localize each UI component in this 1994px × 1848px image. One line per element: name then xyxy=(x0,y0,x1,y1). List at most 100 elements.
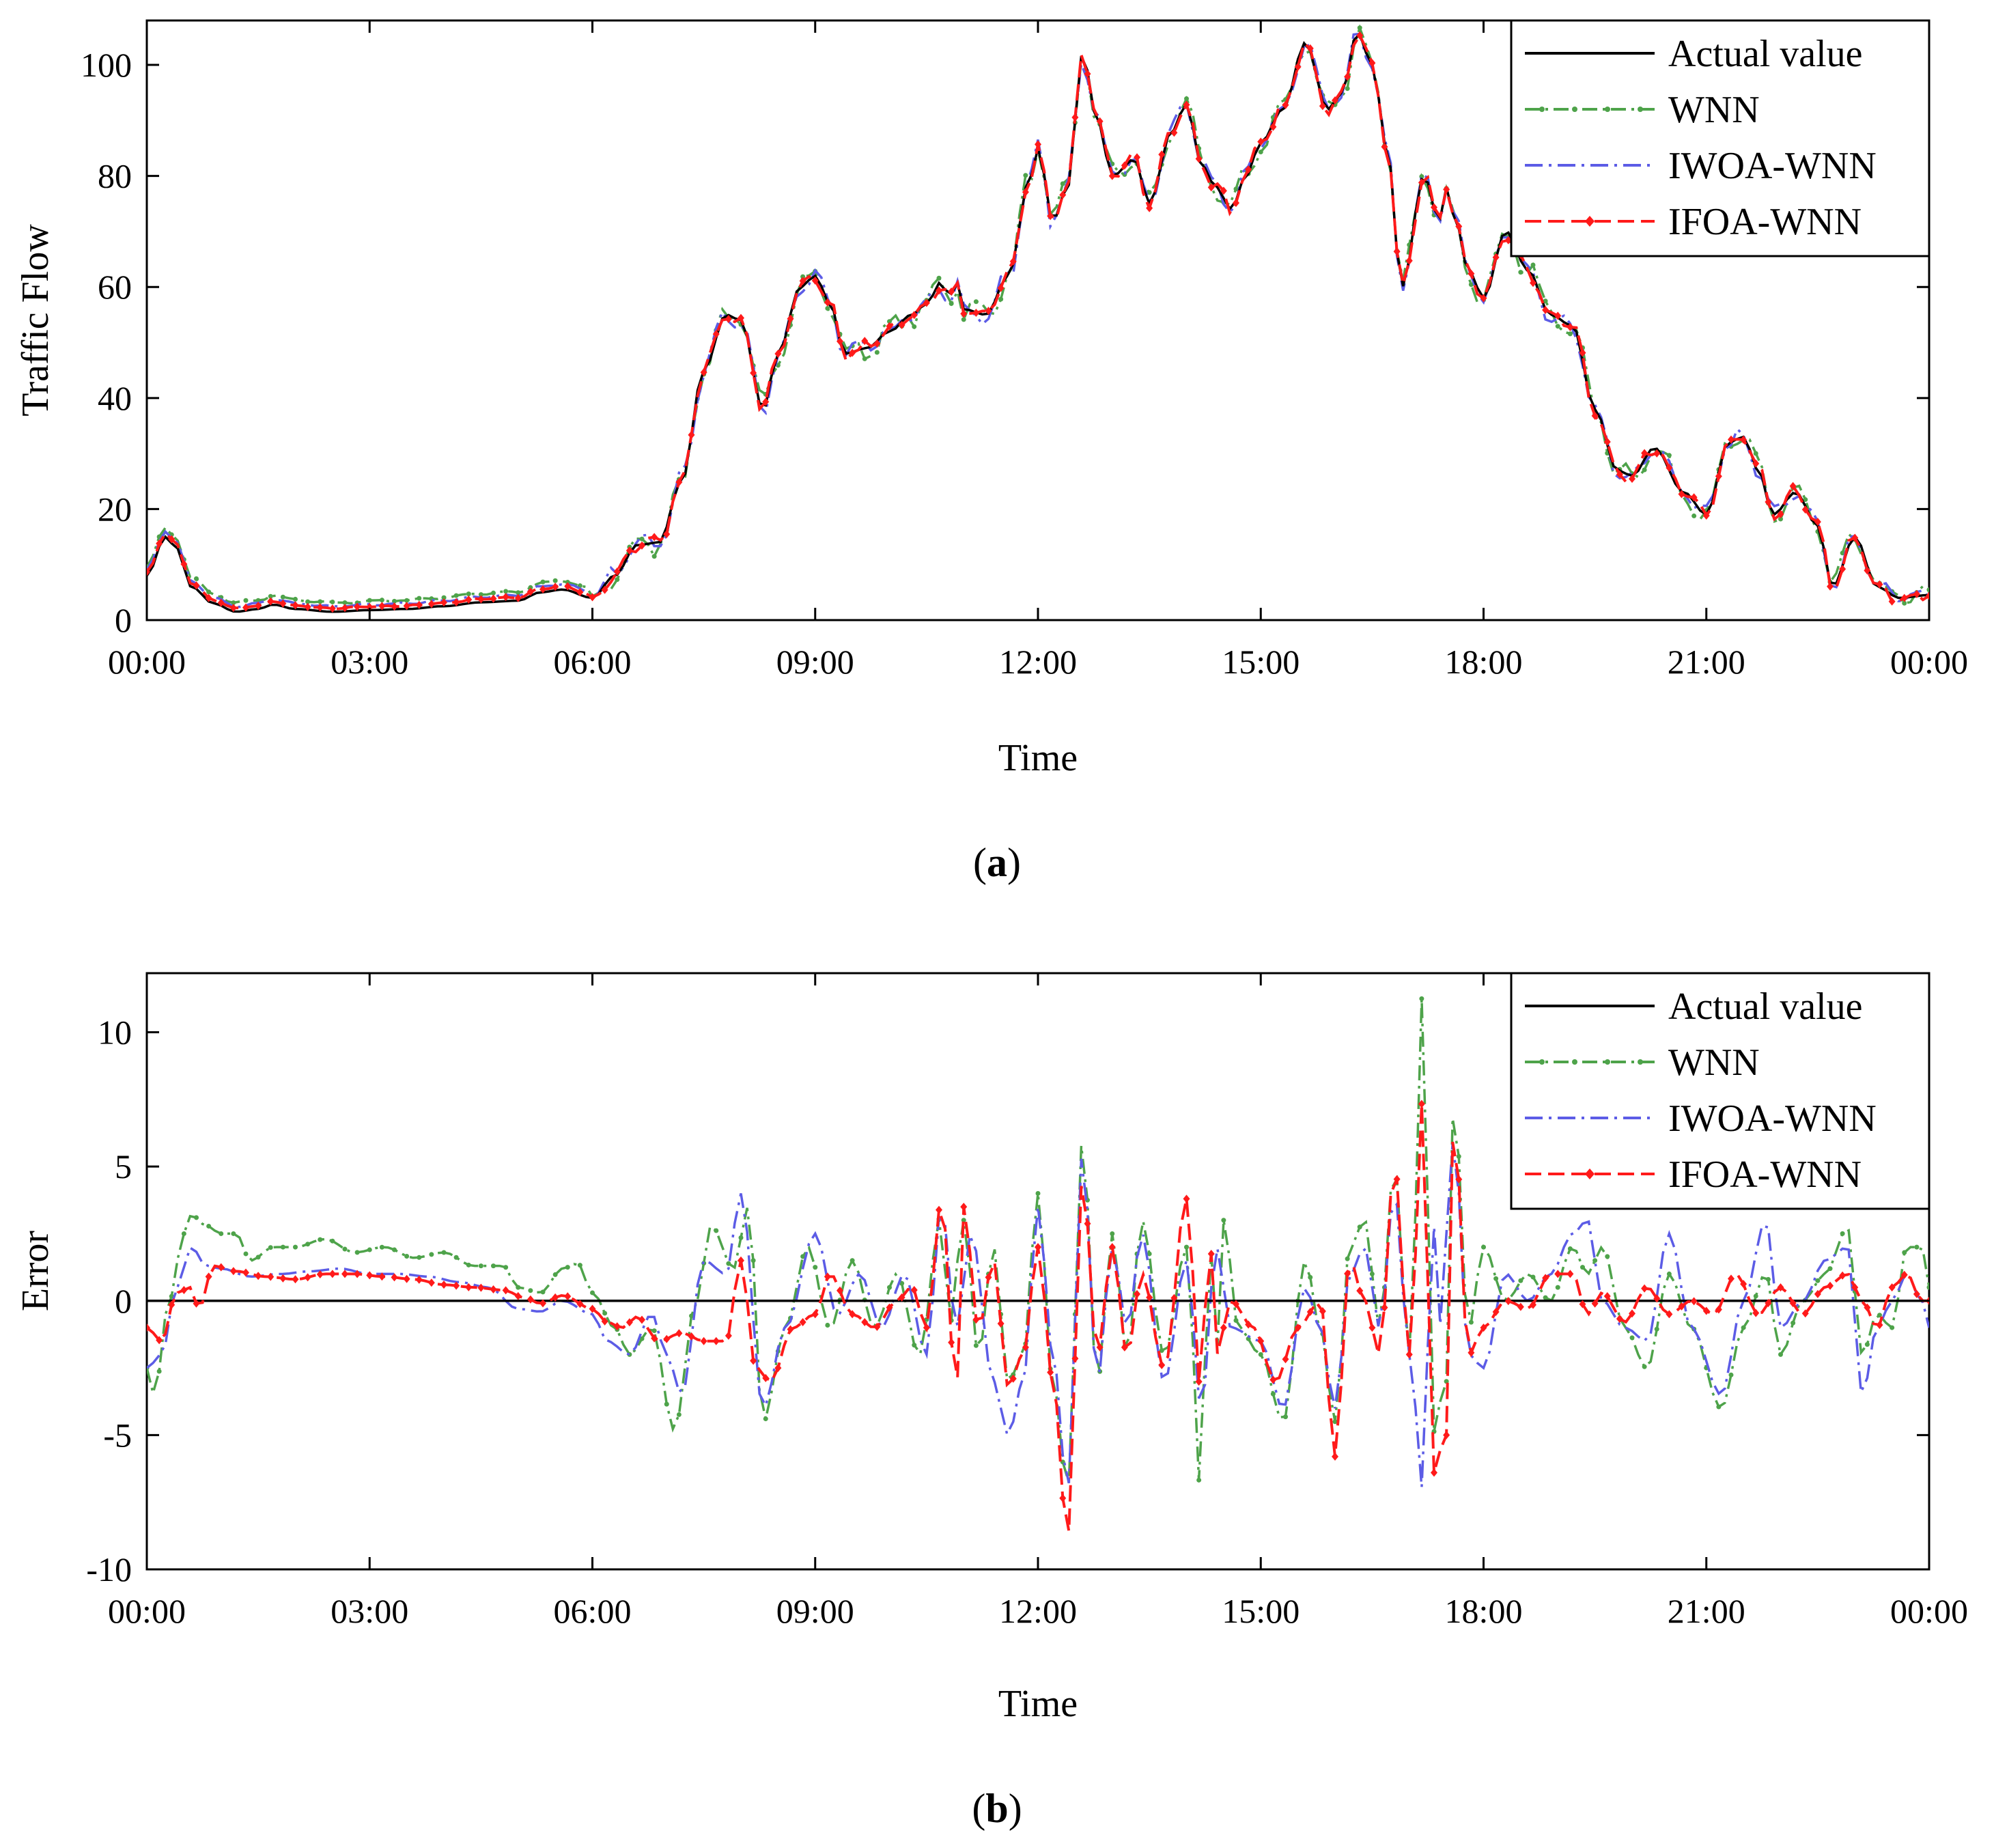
point-wnn xyxy=(651,554,657,559)
point-ifoa-wnn xyxy=(1653,1294,1661,1303)
point-ifoa-wnn xyxy=(1690,1297,1698,1306)
point-wnn xyxy=(813,1265,818,1270)
legend-marker xyxy=(1585,1168,1595,1179)
point-wnn xyxy=(1060,181,1065,186)
point-wnn xyxy=(973,1343,979,1348)
point-ifoa-wnn xyxy=(1084,1219,1091,1228)
y-tick-label: -10 xyxy=(86,1550,132,1588)
point-ifoa-wnn xyxy=(601,1317,608,1326)
point-wnn xyxy=(1629,1335,1635,1341)
x-tick-label: 00:00 xyxy=(108,1592,186,1630)
point-wnn xyxy=(1468,1319,1474,1325)
point-wnn xyxy=(750,1258,756,1263)
legend-wnn: WNN xyxy=(1525,89,1760,131)
legend-a: Actual value WNN IWOA-WNN IFOA-WNN xyxy=(1510,19,1930,257)
point-ifoa-wnn xyxy=(229,604,237,613)
series-line-iwoa-wnn xyxy=(147,1143,1929,1488)
point-ifoa-wnn xyxy=(391,602,398,611)
point-ifoa-wnn xyxy=(229,1267,237,1276)
point-wnn xyxy=(318,599,323,604)
point-ifoa-wnn xyxy=(341,604,348,613)
point-ifoa-wnn xyxy=(1554,311,1562,320)
point-ifoa-wnn xyxy=(1306,44,1314,53)
point-ifoa-wnn xyxy=(1690,493,1698,502)
point-wnn xyxy=(491,590,496,596)
legend-wnn-label: WNN xyxy=(1668,1041,1760,1084)
point-wnn xyxy=(1642,1364,1647,1369)
point-wnn xyxy=(639,1336,645,1341)
point-ifoa-wnn xyxy=(948,287,955,296)
point-wnn xyxy=(1518,270,1523,275)
point-ifoa-wnn xyxy=(1517,1302,1524,1311)
point-ifoa-wnn xyxy=(1789,481,1797,490)
point-ifoa-wnn xyxy=(1765,1299,1772,1308)
point-ifoa-wnn xyxy=(663,1334,671,1343)
point-ifoa-wnn xyxy=(824,1272,831,1281)
point-ifoa-wnn xyxy=(725,1331,732,1340)
point-ifoa-wnn xyxy=(613,1322,621,1331)
point-wnn xyxy=(1753,1293,1758,1299)
point-ifoa-wnn xyxy=(1332,96,1338,104)
point-wnn xyxy=(243,598,249,603)
point-wnn xyxy=(417,1255,422,1260)
point-wnn xyxy=(206,589,212,595)
point-ifoa-wnn xyxy=(1728,435,1735,444)
point-ifoa-wnn xyxy=(750,369,757,378)
point-wnn xyxy=(1345,86,1350,92)
point-ifoa-wnn xyxy=(427,1278,435,1287)
point-wnn xyxy=(1456,1153,1461,1159)
point-wnn xyxy=(1270,1391,1276,1397)
point-ifoa-wnn xyxy=(242,603,249,612)
point-ifoa-wnn xyxy=(328,604,336,613)
point-wnn xyxy=(639,536,645,542)
point-ifoa-wnn xyxy=(242,1268,249,1277)
point-ifoa-wnn xyxy=(1356,1287,1364,1296)
legend-marker xyxy=(1638,107,1643,112)
point-ifoa-wnn xyxy=(490,1285,497,1294)
point-wnn xyxy=(1530,262,1536,268)
point-wnn xyxy=(516,1285,521,1290)
y-tick-label: 20 xyxy=(98,490,132,528)
point-ifoa-wnn xyxy=(589,1304,596,1313)
point-ifoa-wnn xyxy=(539,1299,546,1308)
point-wnn xyxy=(268,1245,273,1250)
point-ifoa-wnn xyxy=(465,1283,473,1291)
point-wnn xyxy=(1778,1352,1783,1357)
point-ifoa-wnn xyxy=(638,1315,645,1324)
legend-actual: Actual value xyxy=(1525,985,1863,1028)
point-ifoa-wnn xyxy=(1344,1270,1351,1278)
point-ifoa-wnn xyxy=(923,1324,930,1332)
point-ifoa-wnn xyxy=(1579,1300,1586,1308)
point-ifoa-wnn xyxy=(1071,1354,1079,1363)
point-ifoa-wnn xyxy=(156,539,163,548)
point-ifoa-wnn xyxy=(354,1270,361,1278)
x-tick-label: 15:00 xyxy=(1222,643,1300,681)
legend-actual-label: Actual value xyxy=(1668,33,1863,75)
legend-box xyxy=(1510,972,1930,1210)
point-wnn xyxy=(1567,331,1573,337)
point-ifoa-wnn xyxy=(626,1318,633,1327)
point-ifoa-wnn xyxy=(1319,1307,1326,1316)
point-ifoa-wnn xyxy=(601,585,608,594)
point-ifoa-wnn xyxy=(762,397,770,406)
point-wnn xyxy=(602,1311,608,1316)
point-ifoa-wnn xyxy=(1554,1270,1562,1278)
point-wnn xyxy=(540,1289,546,1295)
point-ifoa-wnn xyxy=(1233,1300,1239,1308)
point-ifoa-wnn xyxy=(304,1273,311,1282)
point-wnn xyxy=(998,296,1004,302)
point-ifoa-wnn xyxy=(453,1281,460,1290)
point-ifoa-wnn xyxy=(1567,1270,1574,1278)
point-wnn xyxy=(503,589,509,594)
point-ifoa-wnn xyxy=(1282,100,1289,109)
point-wnn xyxy=(1914,1244,1920,1250)
point-wnn xyxy=(1345,1256,1350,1261)
series-group-b xyxy=(147,996,1929,1532)
point-wnn xyxy=(726,1261,731,1266)
point-ifoa-wnn xyxy=(1913,1289,1920,1298)
legend-marker xyxy=(1638,1059,1643,1065)
point-ifoa-wnn xyxy=(1492,1308,1500,1317)
point-ifoa-wnn xyxy=(1740,1280,1747,1289)
point-ifoa-wnn xyxy=(886,1303,893,1312)
point-ifoa-wnn xyxy=(564,582,572,591)
